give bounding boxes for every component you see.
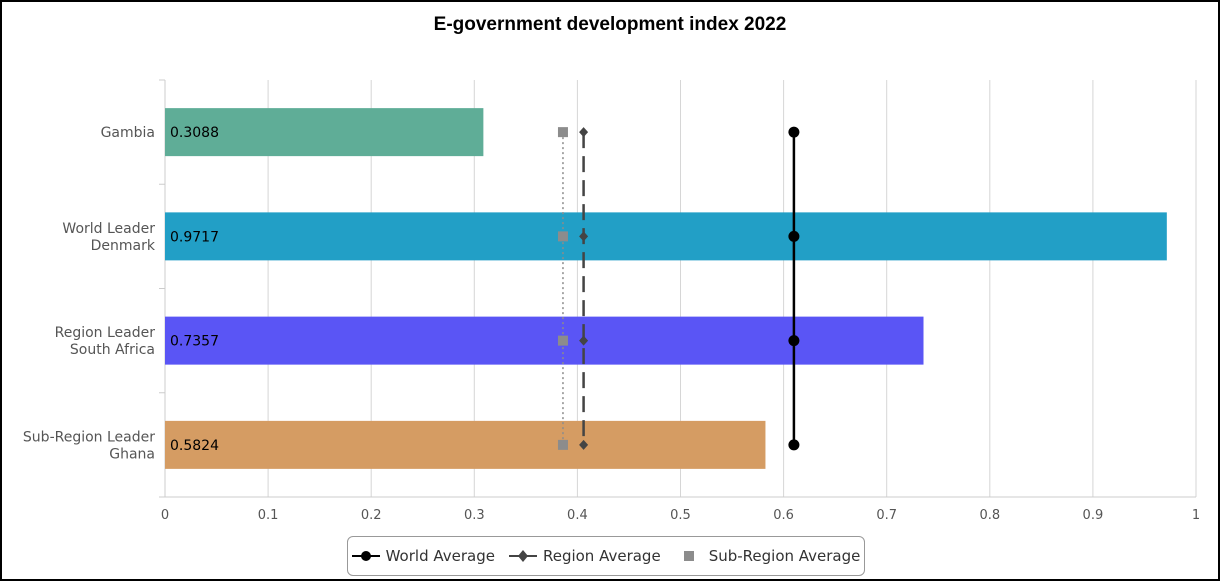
x-tick-label: 0.5 (670, 508, 691, 523)
bar (165, 212, 1167, 261)
x-tick-label: 0.7 (876, 508, 897, 523)
reference-marker (557, 127, 568, 138)
x-tick-label: 1 (1192, 508, 1200, 523)
square-line-icon (683, 551, 694, 561)
x-tick-label: 0.6 (773, 508, 794, 523)
x-tick-label: 0.3 (464, 508, 485, 523)
data-label: 0.7357 (170, 334, 219, 350)
reference-marker (557, 231, 568, 242)
reference-marker (788, 335, 800, 347)
data-label: 0.5824 (170, 438, 219, 454)
category-label: Ghana (109, 446, 155, 462)
reference-marker (788, 230, 800, 242)
category-label: South Africa (70, 342, 155, 358)
x-tick-label: 0.2 (361, 508, 382, 523)
legend-item-sub-region-average[interactable]: Sub-Region Average (675, 547, 861, 565)
reference-marker (579, 127, 589, 138)
category-label: Region Leader (55, 325, 156, 341)
legend-item-world-average[interactable]: World Average (351, 547, 495, 565)
data-label: 0.3088 (170, 125, 219, 141)
reference-marker (788, 439, 800, 451)
x-tick-label: 0.1 (258, 508, 279, 523)
legend[interactable]: World Average Region Average Sub-Region … (347, 536, 865, 576)
category-label: World Leader (62, 221, 155, 237)
x-tick-label: 0 (161, 508, 169, 523)
reference-marker (557, 335, 568, 346)
legend-label-sub-region-average: Sub-Region Average (708, 547, 861, 565)
data-label: 0.9717 (170, 229, 219, 245)
legend-label-world-average: World Average (385, 547, 495, 565)
reference-marker (579, 439, 589, 450)
reference-marker (579, 231, 589, 242)
reference-marker (788, 126, 800, 138)
chart-title: E-government development index 2022 (433, 14, 787, 35)
legend-item-region-average[interactable]: Region Average (508, 547, 661, 565)
x-tick-label: 0.4 (567, 508, 588, 523)
reference-marker (579, 335, 589, 346)
bar (165, 316, 924, 365)
x-tick-label: 0.8 (979, 508, 1000, 523)
bar (165, 420, 766, 469)
reference-marker (557, 439, 568, 450)
legend-label-region-average: Region Average (542, 547, 661, 565)
category-label: Sub-Region Leader (23, 429, 155, 445)
category-label: Gambia (101, 125, 155, 141)
circle-line-icon (351, 551, 380, 561)
diamond-line-icon (508, 550, 537, 562)
x-tick-label: 0.9 (1083, 508, 1104, 523)
category-label: Denmark (91, 238, 156, 254)
bar (165, 108, 484, 157)
